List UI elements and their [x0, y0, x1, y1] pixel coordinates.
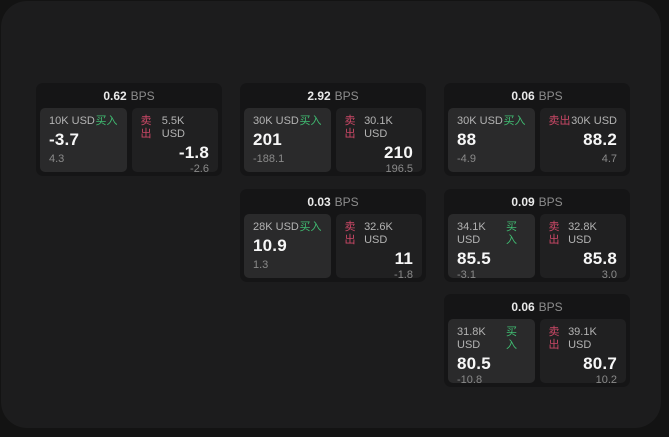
spread-header: 0.09 BPS — [444, 189, 630, 214]
spread-unit: BPS — [538, 88, 563, 103]
spread-value: 2.92 — [307, 88, 331, 103]
buy-price: 88 — [457, 130, 477, 149]
quote-card: 2.92 BPS 30K USD 买入 201 -188.1 卖出 30.1K … — [240, 83, 426, 176]
buy-side-label: 买入 — [299, 115, 322, 127]
sell-side-label: 卖出 — [548, 326, 560, 351]
spread-unit: BPS — [538, 299, 563, 314]
sell-price: 11 — [394, 249, 413, 268]
buy-quote-panel[interactable]: 28K USD 买入 10.9 1.3 — [244, 214, 331, 278]
sell-delta: 196.5 — [385, 163, 413, 175]
sell-side-label: 卖出 — [344, 115, 356, 140]
buy-quote-panel[interactable]: 10K USD 买入 -3.7 4.3 — [40, 108, 127, 172]
buy-side-label: 买入 — [505, 326, 517, 351]
sell-amount: 32.8K USD — [568, 221, 597, 246]
buy-delta: 4.3 — [49, 153, 65, 165]
sell-price: 80.7 — [583, 354, 617, 373]
sell-price: -1.8 — [178, 143, 209, 162]
spread-value: 0.03 — [307, 194, 331, 209]
sell-side-label: 卖出 — [548, 221, 560, 246]
quote-card: 0.62 BPS 10K USD 买入 -3.7 4.3 卖出 5.5K USD… — [36, 83, 222, 176]
buy-delta: -3.1 — [457, 269, 476, 281]
spread-value: 0.06 — [511, 88, 535, 103]
sell-quote-panel[interactable]: 卖出 30.1K USD 210 196.5 — [335, 108, 422, 175]
sell-amount: 5.5K USD — [161, 115, 185, 140]
sell-quote-panel[interactable]: 卖出 32.6K USD 11 -1.8 — [335, 214, 422, 281]
sell-price: 88.2 — [583, 130, 617, 149]
spread-header: 0.06 BPS — [444, 83, 630, 108]
spread-value: 0.06 — [511, 299, 535, 314]
sell-quote-panel[interactable]: 卖出 32.8K USD 85.8 3.0 — [539, 214, 626, 281]
sell-quote-panel[interactable]: 卖出 39.1K USD 80.7 10.2 — [539, 319, 626, 386]
buy-delta: -10.8 — [457, 374, 483, 386]
buy-amount: 28K USD — [253, 221, 299, 233]
spread-header: 2.92 BPS — [240, 83, 426, 108]
buy-side-label: 买入 — [505, 221, 517, 246]
buy-delta: -188.1 — [253, 153, 285, 165]
spread-value: 0.62 — [103, 88, 127, 103]
buy-price: 80.5 — [457, 354, 491, 373]
spread-header: 0.06 BPS — [444, 294, 630, 319]
spread-value: 0.09 — [511, 194, 535, 209]
buy-side-label: 买入 — [95, 115, 118, 127]
buy-amount: 30K USD — [457, 115, 503, 127]
buy-price: 85.5 — [457, 249, 491, 268]
spread-header: 0.62 BPS — [36, 83, 222, 108]
buy-amount: 10K USD — [49, 115, 95, 127]
buy-side-label: 买入 — [299, 221, 322, 233]
buy-delta: -4.9 — [457, 153, 476, 165]
sell-amount: 39.1K USD — [568, 326, 597, 351]
sell-delta: 4.7 — [601, 153, 617, 165]
buy-price: 10.9 — [253, 236, 287, 255]
quote-card: 0.09 BPS 34.1K USD 买入 85.5 -3.1 卖出 32.8K… — [444, 189, 630, 282]
buy-quote-panel[interactable]: 34.1K USD 买入 85.5 -3.1 — [448, 214, 535, 281]
sell-quote-panel[interactable]: 卖出 30K USD 88.2 4.7 — [539, 108, 626, 172]
buy-price: 201 — [253, 130, 282, 149]
spread-unit: BPS — [334, 88, 359, 103]
sell-price: 210 — [384, 143, 413, 162]
buy-amount: 31.8K USD — [457, 326, 486, 351]
buy-quote-panel[interactable]: 30K USD 买入 201 -188.1 — [244, 108, 331, 172]
quote-card: 0.06 BPS 30K USD 买入 88 -4.9 卖出 30K USD 8… — [444, 83, 630, 176]
buy-amount: 30K USD — [253, 115, 299, 127]
spread-unit: BPS — [538, 194, 563, 209]
quote-card: 0.06 BPS 31.8K USD 买入 80.5 -10.8 卖出 39.1… — [444, 294, 630, 387]
sell-side-label: 卖出 — [548, 115, 571, 127]
app-panel: 0.62 BPS 10K USD 买入 -3.7 4.3 卖出 5.5K USD… — [1, 1, 661, 428]
buy-quote-panel[interactable]: 31.8K USD 买入 80.5 -10.8 — [448, 319, 535, 386]
buy-delta: 1.3 — [253, 259, 269, 271]
spread-unit: BPS — [130, 88, 155, 103]
sell-amount: 30K USD — [571, 115, 617, 127]
sell-quote-panel[interactable]: 卖出 5.5K USD -1.8 -2.6 — [131, 108, 218, 175]
sell-price: 85.8 — [583, 249, 617, 268]
sell-delta: -2.6 — [190, 163, 209, 175]
spread-header: 0.03 BPS — [240, 189, 426, 214]
quote-card: 0.03 BPS 28K USD 买入 10.9 1.3 卖出 32.6K US… — [240, 189, 426, 282]
spread-unit: BPS — [334, 194, 359, 209]
sell-side-label: 卖出 — [344, 221, 356, 246]
buy-price: -3.7 — [49, 130, 80, 149]
sell-amount: 30.1K USD — [364, 115, 393, 140]
sell-delta: 10.2 — [595, 374, 617, 386]
sell-side-label: 卖出 — [140, 115, 152, 140]
sell-delta: -1.8 — [394, 269, 413, 281]
sell-amount: 32.6K USD — [364, 221, 393, 246]
buy-amount: 34.1K USD — [457, 221, 486, 246]
buy-side-label: 买入 — [503, 115, 526, 127]
sell-delta: 3.0 — [601, 269, 617, 281]
buy-quote-panel[interactable]: 30K USD 买入 88 -4.9 — [448, 108, 535, 172]
